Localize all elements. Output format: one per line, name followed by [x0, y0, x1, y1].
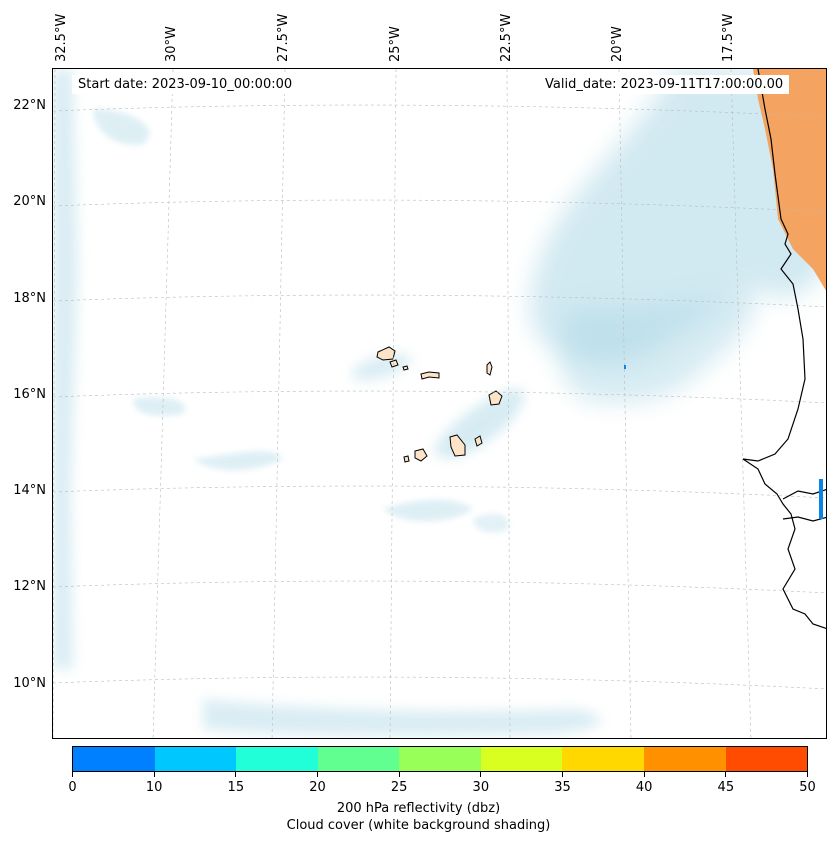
colorbar-tick-40	[643, 772, 645, 777]
colorbar-tick-label-20: 20	[309, 780, 326, 795]
colorbar-segment-5	[480, 747, 563, 771]
colorbar-segment-1	[154, 747, 237, 771]
africa-coastline	[742, 69, 826, 629]
africa-coast-land	[753, 69, 826, 291]
colorbar-segment-6	[562, 747, 644, 771]
lon-label-30w: 30°W	[164, 26, 179, 62]
parallel-16n	[53, 390, 826, 404]
colorbar-segment-2	[236, 747, 318, 771]
meridian-22-5w	[506, 69, 511, 738]
parallel-12n	[53, 580, 826, 594]
gambia-outline	[782, 516, 826, 522]
lat-label-12n: 12°N	[13, 579, 46, 594]
colorbar-tick-label-45: 45	[717, 780, 735, 795]
island-maio	[474, 435, 483, 447]
parallel-14n	[53, 485, 826, 499]
colorbar-tick-35	[562, 772, 563, 777]
colorbar-segment-3	[317, 747, 400, 771]
island-sao-nicolau	[420, 371, 440, 380]
meridian-27-5w	[271, 69, 286, 738]
start-date-label: Start date: 2023-09-10_00:00:00	[72, 75, 299, 94]
lon-label-17-5w: 17.5°W	[721, 13, 736, 62]
colorbar-segment-7	[643, 747, 726, 771]
cloud-band-left-edge	[53, 69, 78, 669]
colorbar-tick-label-40: 40	[635, 780, 653, 795]
colorbar-tick-25	[398, 772, 400, 777]
cloud-band-south	[203, 699, 601, 736]
reflectivity-cell-offshore	[624, 365, 626, 369]
island-fogo	[414, 448, 428, 462]
meridian-32-5w	[53, 69, 56, 738]
cloud-patch-e	[473, 513, 509, 533]
island-sao-vicente	[389, 359, 399, 368]
cloud-band-west-island	[353, 353, 413, 381]
island-sal	[486, 361, 493, 376]
colorbar-tick-label-0: 0	[68, 780, 77, 795]
cloud-patch-c	[193, 451, 283, 471]
cloud-cover-layer	[53, 69, 826, 736]
colorbar-tick-label-35: 35	[554, 780, 571, 795]
island-santo-antao	[376, 346, 396, 361]
lat-label-10n: 10°N	[13, 676, 46, 691]
colorbar-tick-label-25: 25	[390, 780, 408, 795]
colorbar-tick-label-10: 10	[145, 780, 163, 795]
lon-label-25w: 25°W	[388, 26, 403, 62]
parallel-10n	[53, 676, 826, 690]
meridian-17-5w	[730, 69, 752, 738]
colorbar-segment-8	[725, 747, 808, 771]
cloud-band-east	[559, 289, 756, 403]
colorbar-tick-30	[480, 772, 482, 777]
colorbar-label: 200 hPa reflectivity (dbz)	[336, 801, 501, 816]
lon-label-20w: 20°W	[610, 26, 625, 62]
lat-label-20n: 20°N	[13, 194, 46, 209]
cloud-patch-b	[133, 397, 185, 416]
valid-date-label: Valid_date: 2023-09-11T17:00:00.00	[539, 75, 790, 94]
lat-label-18n: 18°N	[13, 291, 46, 306]
meridian-20w	[618, 69, 632, 738]
colorbar-sublabel: Cloud cover (white background shading)	[286, 818, 551, 833]
lat-label-22n: 22°N	[13, 98, 46, 113]
colorbar-tick-label-50: 50	[799, 780, 816, 795]
colorbar-tick-label-15: 15	[227, 780, 245, 795]
colorbar-segment-0	[73, 747, 155, 771]
map-panel[interactable]	[52, 68, 827, 739]
island-santiago	[449, 434, 466, 457]
reflectivity-colorbar	[72, 746, 808, 772]
colorbar-tick-15	[235, 772, 237, 777]
colorbar-tick-50	[807, 772, 808, 777]
island-santa-luzia	[402, 365, 409, 371]
colorbar-tick-label-30: 30	[472, 780, 490, 795]
map-canvas	[53, 69, 826, 738]
graticule	[53, 69, 826, 738]
reflectivity-cell-coast	[819, 479, 823, 519]
colorbar-tick-0	[72, 772, 73, 777]
parallel-22n	[53, 104, 826, 118]
lon-label-22-5w: 22.5°W	[499, 13, 514, 62]
cloud-patch-a	[93, 109, 150, 145]
colorbar-tick-45	[725, 772, 727, 777]
colorbar-tick-20	[317, 772, 318, 777]
islands-layer	[376, 346, 503, 463]
meridian-25w	[389, 69, 397, 738]
colorbar-segment-4	[399, 747, 481, 771]
colorbar-tick-10	[153, 772, 155, 777]
lon-label-27-5w: 27.5°W	[276, 13, 291, 62]
land-layer	[753, 69, 826, 291]
parallel-20n	[53, 199, 826, 213]
cloud-patch-d	[383, 499, 473, 522]
parallel-18n	[53, 294, 826, 308]
island-brava	[403, 455, 410, 463]
lon-label-32-5w: 32.5°W	[54, 13, 69, 62]
meridian-30w	[152, 69, 174, 738]
lat-label-16n: 16°N	[13, 387, 46, 402]
cloud-band-diagonal	[433, 388, 524, 459]
island-boa-vista	[488, 390, 503, 406]
lat-label-14n: 14°N	[13, 483, 46, 498]
